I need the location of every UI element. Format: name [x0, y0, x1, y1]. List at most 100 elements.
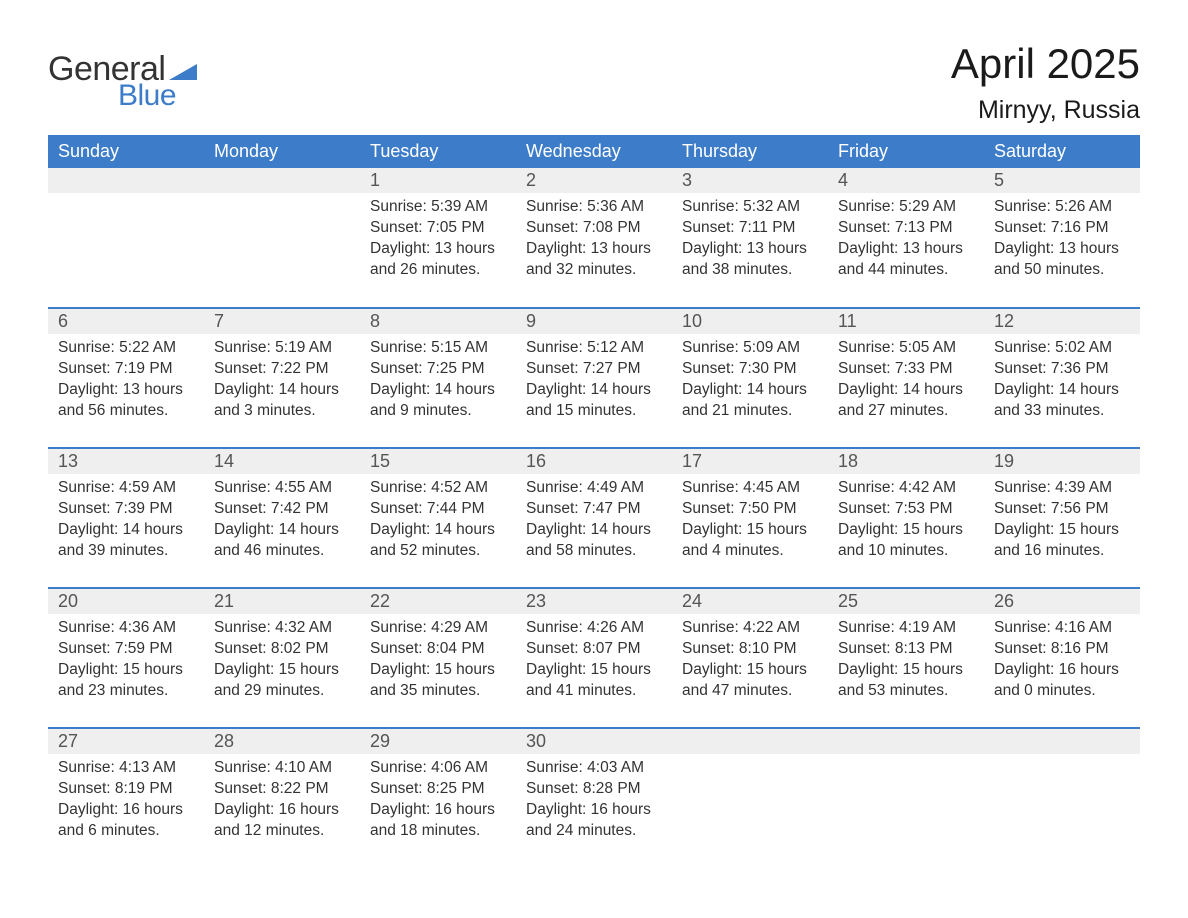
day-content: Sunrise: 5:15 AMSunset: 7:25 PMDaylight:…	[360, 334, 516, 432]
daylight-text: Daylight: 15 hours and 41 minutes.	[526, 660, 662, 702]
calendar-body: 1Sunrise: 5:39 AMSunset: 7:05 PMDaylight…	[48, 168, 1140, 868]
day-number: 8	[360, 309, 516, 334]
day-content: Sunrise: 4:10 AMSunset: 8:22 PMDaylight:…	[204, 754, 360, 852]
sunset-text: Sunset: 7:27 PM	[526, 359, 662, 380]
sunrise-text: Sunrise: 4:55 AM	[214, 478, 350, 499]
day-content: Sunrise: 5:22 AMSunset: 7:19 PMDaylight:…	[48, 334, 204, 432]
sunrise-text: Sunrise: 5:29 AM	[838, 197, 974, 218]
calendar-cell: 26Sunrise: 4:16 AMSunset: 8:16 PMDayligh…	[984, 588, 1140, 728]
day-number: 5	[984, 168, 1140, 193]
day-content: Sunrise: 4:55 AMSunset: 7:42 PMDaylight:…	[204, 474, 360, 572]
weekday-header: Thursday	[672, 135, 828, 168]
month-title: April 2025	[951, 40, 1140, 88]
calendar-cell: 29Sunrise: 4:06 AMSunset: 8:25 PMDayligh…	[360, 728, 516, 868]
calendar-cell: 6Sunrise: 5:22 AMSunset: 7:19 PMDaylight…	[48, 308, 204, 448]
daylight-text: Daylight: 15 hours and 47 minutes.	[682, 660, 818, 702]
sunrise-text: Sunrise: 5:02 AM	[994, 338, 1130, 359]
day-number: 12	[984, 309, 1140, 334]
day-number: 16	[516, 449, 672, 474]
day-number: 20	[48, 589, 204, 614]
calendar-cell	[828, 728, 984, 868]
daylight-text: Daylight: 13 hours and 44 minutes.	[838, 239, 974, 281]
daylight-text: Daylight: 14 hours and 21 minutes.	[682, 380, 818, 422]
daylight-text: Daylight: 15 hours and 16 minutes.	[994, 520, 1130, 562]
sunrise-text: Sunrise: 4:06 AM	[370, 758, 506, 779]
day-number: 10	[672, 309, 828, 334]
day-content: Sunrise: 5:12 AMSunset: 7:27 PMDaylight:…	[516, 334, 672, 432]
day-content: Sunrise: 4:26 AMSunset: 8:07 PMDaylight:…	[516, 614, 672, 712]
day-content: Sunrise: 4:13 AMSunset: 8:19 PMDaylight:…	[48, 754, 204, 852]
weekday-header: Monday	[204, 135, 360, 168]
sunrise-text: Sunrise: 4:45 AM	[682, 478, 818, 499]
calendar-cell: 28Sunrise: 4:10 AMSunset: 8:22 PMDayligh…	[204, 728, 360, 868]
sunset-text: Sunset: 7:25 PM	[370, 359, 506, 380]
sunset-text: Sunset: 8:13 PM	[838, 639, 974, 660]
page: General Blue April 2025 Mirnyy, Russia S…	[0, 0, 1188, 918]
sunset-text: Sunset: 7:39 PM	[58, 499, 194, 520]
calendar-cell: 10Sunrise: 5:09 AMSunset: 7:30 PMDayligh…	[672, 308, 828, 448]
daylight-text: Daylight: 15 hours and 53 minutes.	[838, 660, 974, 702]
sunrise-text: Sunrise: 5:12 AM	[526, 338, 662, 359]
day-content: Sunrise: 5:19 AMSunset: 7:22 PMDaylight:…	[204, 334, 360, 432]
calendar-cell: 27Sunrise: 4:13 AMSunset: 8:19 PMDayligh…	[48, 728, 204, 868]
daylight-text: Daylight: 13 hours and 56 minutes.	[58, 380, 194, 422]
sunrise-text: Sunrise: 4:39 AM	[994, 478, 1130, 499]
day-number: 11	[828, 309, 984, 334]
day-number: 1	[360, 168, 516, 193]
sunrise-text: Sunrise: 5:26 AM	[994, 197, 1130, 218]
daylight-text: Daylight: 14 hours and 58 minutes.	[526, 520, 662, 562]
sunset-text: Sunset: 8:16 PM	[994, 639, 1130, 660]
day-content: Sunrise: 5:32 AMSunset: 7:11 PMDaylight:…	[672, 193, 828, 291]
day-content: Sunrise: 4:45 AMSunset: 7:50 PMDaylight:…	[672, 474, 828, 572]
daylight-text: Daylight: 14 hours and 46 minutes.	[214, 520, 350, 562]
day-number: 24	[672, 589, 828, 614]
calendar-table: Sunday Monday Tuesday Wednesday Thursday…	[48, 135, 1140, 868]
day-number: 15	[360, 449, 516, 474]
daylight-text: Daylight: 15 hours and 10 minutes.	[838, 520, 974, 562]
calendar-cell: 16Sunrise: 4:49 AMSunset: 7:47 PMDayligh…	[516, 448, 672, 588]
daylight-text: Daylight: 14 hours and 39 minutes.	[58, 520, 194, 562]
sunset-text: Sunset: 8:28 PM	[526, 779, 662, 800]
sunrise-text: Sunrise: 5:19 AM	[214, 338, 350, 359]
day-number: 2	[516, 168, 672, 193]
day-content: Sunrise: 4:36 AMSunset: 7:59 PMDaylight:…	[48, 614, 204, 712]
sunset-text: Sunset: 8:04 PM	[370, 639, 506, 660]
calendar-week-row: 6Sunrise: 5:22 AMSunset: 7:19 PMDaylight…	[48, 308, 1140, 448]
sunset-text: Sunset: 7:36 PM	[994, 359, 1130, 380]
daylight-text: Daylight: 14 hours and 9 minutes.	[370, 380, 506, 422]
weekday-header: Saturday	[984, 135, 1140, 168]
location-label: Mirnyy, Russia	[951, 96, 1140, 125]
sunset-text: Sunset: 7:53 PM	[838, 499, 974, 520]
sunset-text: Sunset: 8:02 PM	[214, 639, 350, 660]
calendar-cell: 1Sunrise: 5:39 AMSunset: 7:05 PMDaylight…	[360, 168, 516, 308]
sunset-text: Sunset: 8:07 PM	[526, 639, 662, 660]
sunset-text: Sunset: 7:05 PM	[370, 218, 506, 239]
daylight-text: Daylight: 15 hours and 4 minutes.	[682, 520, 818, 562]
sunset-text: Sunset: 7:08 PM	[526, 218, 662, 239]
weekday-header: Wednesday	[516, 135, 672, 168]
sunrise-text: Sunrise: 5:36 AM	[526, 197, 662, 218]
day-content: Sunrise: 5:39 AMSunset: 7:05 PMDaylight:…	[360, 193, 516, 291]
calendar-cell	[984, 728, 1140, 868]
day-number: 26	[984, 589, 1140, 614]
calendar-cell: 9Sunrise: 5:12 AMSunset: 7:27 PMDaylight…	[516, 308, 672, 448]
day-content: Sunrise: 5:36 AMSunset: 7:08 PMDaylight:…	[516, 193, 672, 291]
day-content: Sunrise: 4:39 AMSunset: 7:56 PMDaylight:…	[984, 474, 1140, 572]
day-number: 21	[204, 589, 360, 614]
day-number: 19	[984, 449, 1140, 474]
calendar-cell: 8Sunrise: 5:15 AMSunset: 7:25 PMDaylight…	[360, 308, 516, 448]
day-number: 23	[516, 589, 672, 614]
calendar-cell: 30Sunrise: 4:03 AMSunset: 8:28 PMDayligh…	[516, 728, 672, 868]
sunset-text: Sunset: 8:25 PM	[370, 779, 506, 800]
daylight-text: Daylight: 16 hours and 24 minutes.	[526, 800, 662, 842]
sunset-text: Sunset: 7:22 PM	[214, 359, 350, 380]
calendar-cell: 22Sunrise: 4:29 AMSunset: 8:04 PMDayligh…	[360, 588, 516, 728]
day-content: Sunrise: 5:26 AMSunset: 7:16 PMDaylight:…	[984, 193, 1140, 291]
sunset-text: Sunset: 8:10 PM	[682, 639, 818, 660]
daylight-text: Daylight: 13 hours and 26 minutes.	[370, 239, 506, 281]
sunset-text: Sunset: 8:22 PM	[214, 779, 350, 800]
calendar-cell: 14Sunrise: 4:55 AMSunset: 7:42 PMDayligh…	[204, 448, 360, 588]
calendar-cell: 23Sunrise: 4:26 AMSunset: 8:07 PMDayligh…	[516, 588, 672, 728]
sunrise-text: Sunrise: 4:59 AM	[58, 478, 194, 499]
daylight-text: Daylight: 14 hours and 15 minutes.	[526, 380, 662, 422]
